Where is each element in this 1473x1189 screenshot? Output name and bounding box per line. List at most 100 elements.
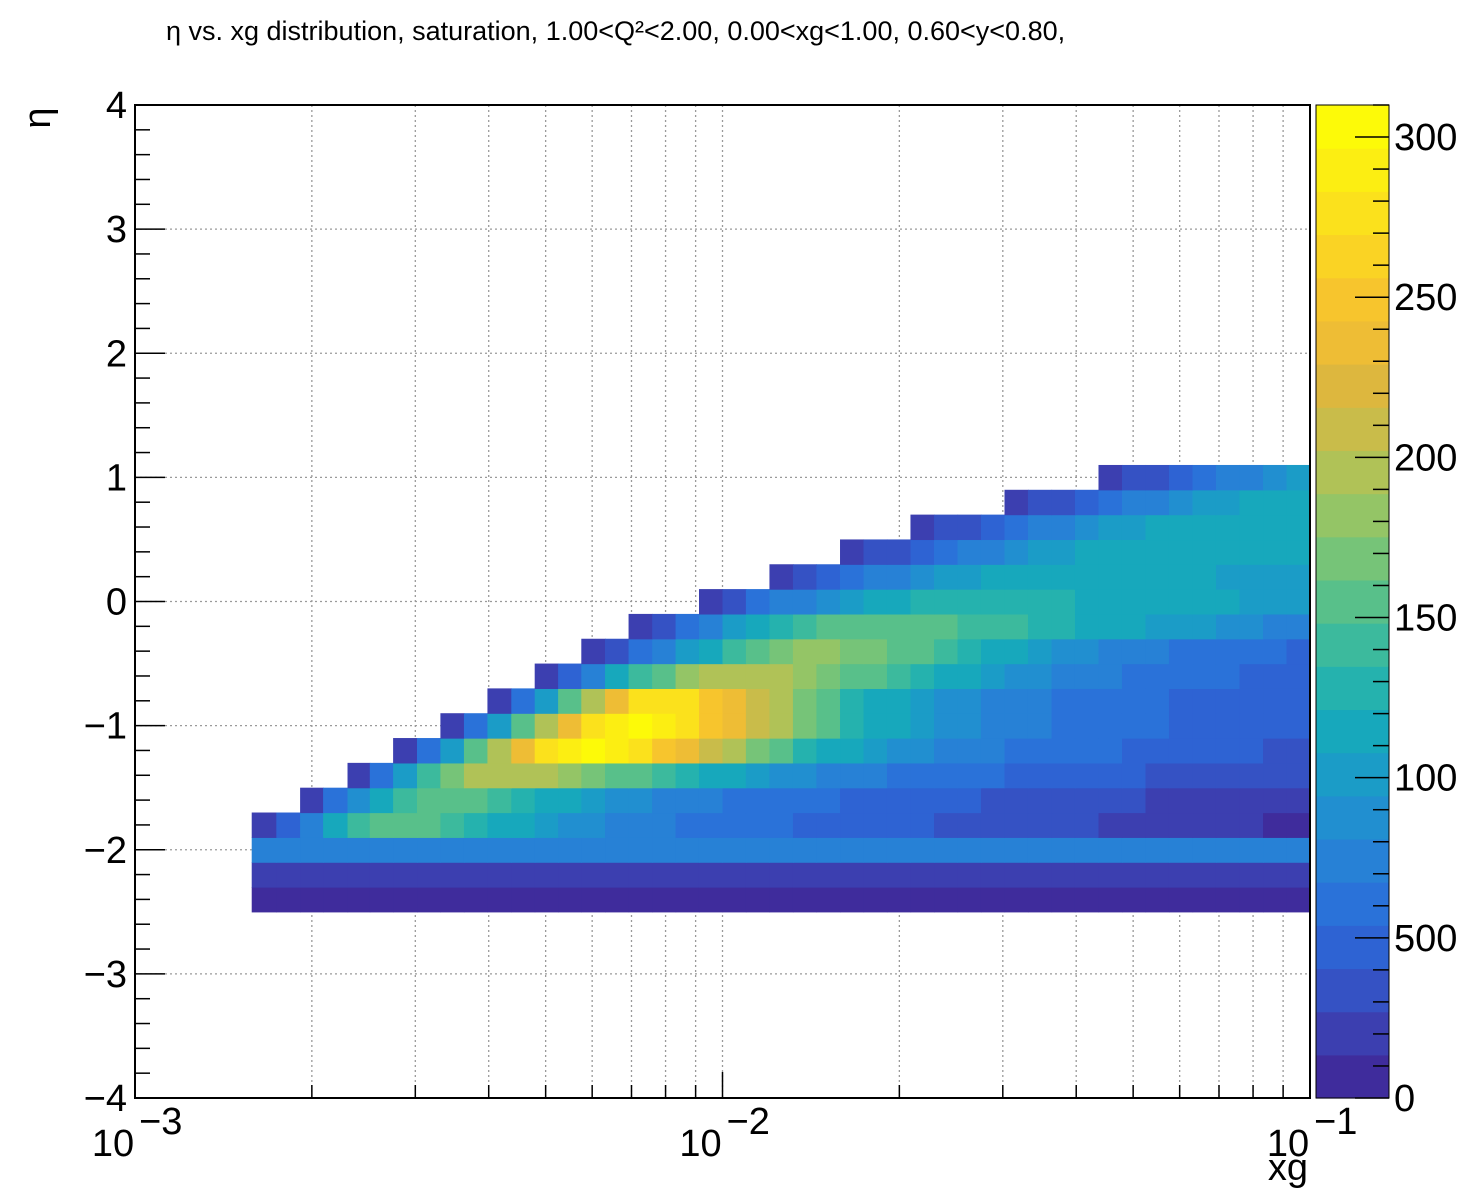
heatmap-cell bbox=[1098, 663, 1123, 689]
heatmap-cell bbox=[581, 738, 606, 764]
heatmap-cell bbox=[1263, 464, 1288, 491]
heatmap-cell bbox=[1051, 589, 1076, 615]
heatmap-cell bbox=[745, 762, 771, 789]
heatmap-cell bbox=[1215, 539, 1241, 565]
colorbar-segment bbox=[1316, 666, 1389, 711]
heatmap-cell bbox=[440, 787, 465, 814]
heatmap-cell bbox=[511, 762, 536, 789]
heatmap-cell bbox=[1192, 514, 1217, 541]
heatmap-cell bbox=[1145, 464, 1170, 491]
heatmap-cell bbox=[1168, 663, 1194, 689]
heatmap-cell bbox=[675, 663, 700, 689]
heatmap-cell bbox=[1027, 886, 1053, 913]
heatmap-cell bbox=[1168, 464, 1194, 491]
heatmap-cell bbox=[369, 762, 394, 789]
heatmap-cell bbox=[957, 713, 982, 739]
colorbar-segment bbox=[1316, 752, 1389, 797]
heatmap-cell bbox=[722, 589, 747, 615]
heatmap-cell bbox=[1263, 638, 1288, 665]
heatmap-cell bbox=[675, 837, 700, 863]
heatmap-cell bbox=[934, 886, 959, 913]
heatmap-cell bbox=[816, 812, 841, 838]
heatmap-cell bbox=[652, 787, 677, 814]
heatmap-cell bbox=[251, 886, 277, 913]
heatmap-cell bbox=[1051, 812, 1076, 838]
heatmap-cell bbox=[1192, 564, 1217, 590]
heatmap-cell bbox=[675, 688, 700, 714]
heatmap-cell bbox=[675, 886, 700, 913]
heatmap-cell bbox=[1074, 738, 1100, 764]
heatmap-cell bbox=[1263, 837, 1288, 863]
heatmap-cell bbox=[1004, 762, 1029, 789]
heatmap-cell bbox=[1004, 564, 1029, 590]
heatmap-cell bbox=[863, 762, 888, 789]
heatmap-cell bbox=[1098, 613, 1123, 640]
heatmap-cell bbox=[1239, 564, 1264, 590]
heatmap-cell bbox=[511, 688, 536, 714]
heatmap-cell bbox=[1192, 738, 1217, 764]
heatmap-cell bbox=[1239, 762, 1264, 789]
heatmap-cell bbox=[722, 738, 747, 764]
heatmap-cell bbox=[1168, 638, 1194, 665]
axis-ticks bbox=[134, 104, 1311, 1099]
heatmap-cell bbox=[840, 638, 865, 665]
y-tick-label: −3 bbox=[84, 954, 127, 996]
heatmap-cell bbox=[980, 837, 1006, 863]
heatmap-cell bbox=[487, 713, 512, 739]
heatmap-cell bbox=[1121, 638, 1147, 665]
heatmap-cell bbox=[1098, 564, 1123, 590]
heatmap-cell bbox=[722, 862, 747, 888]
heatmap-cell bbox=[745, 886, 771, 913]
y-tick-label: −1 bbox=[84, 706, 127, 748]
heatmap-cell bbox=[1098, 862, 1123, 888]
heatmap-cell bbox=[980, 762, 1006, 789]
colorbar-segment bbox=[1316, 148, 1389, 192]
heatmap-cell bbox=[581, 713, 606, 739]
heatmap-cell bbox=[769, 787, 794, 814]
heatmap-cell bbox=[1286, 489, 1311, 516]
heatmap-cell bbox=[440, 762, 465, 789]
heatmap-cell bbox=[1263, 663, 1288, 689]
heatmap-cell bbox=[980, 564, 1006, 590]
heatmap-cell bbox=[698, 738, 724, 764]
heatmap-cell bbox=[840, 738, 865, 764]
heatmap-cell bbox=[816, 663, 841, 689]
heatmap-cell bbox=[1027, 613, 1053, 640]
heatmap-cell bbox=[1239, 663, 1264, 689]
heatmap-cell bbox=[1168, 837, 1194, 863]
heatmap-cell bbox=[1074, 663, 1100, 689]
heatmap-cell bbox=[863, 589, 888, 615]
heatmap-cell bbox=[558, 812, 582, 838]
heatmap-cell bbox=[886, 713, 912, 739]
heatmap-cell bbox=[1098, 688, 1123, 714]
heatmap-cell bbox=[1074, 787, 1100, 814]
heatmap-cell bbox=[1098, 762, 1123, 789]
heatmap-cell bbox=[1286, 787, 1311, 814]
heatmap-cell bbox=[1145, 638, 1170, 665]
heatmap-cell bbox=[816, 688, 841, 714]
heatmap-cell bbox=[1286, 613, 1311, 640]
x-tick-label: 10 bbox=[1267, 1123, 1309, 1165]
heatmap-cell bbox=[910, 862, 935, 888]
heatmap-cell bbox=[652, 713, 677, 739]
heatmap-cell bbox=[957, 564, 982, 590]
heatmap-cell bbox=[769, 812, 794, 838]
heatmap-cell bbox=[1121, 613, 1147, 640]
heatmap-cell bbox=[487, 812, 512, 838]
heatmap-cell bbox=[1074, 489, 1100, 516]
heatmap-cell bbox=[980, 613, 1006, 640]
heatmap-cell bbox=[1168, 514, 1194, 541]
heatmap-cell bbox=[886, 638, 912, 665]
heatmap-cell bbox=[511, 837, 536, 863]
colorbar-segment bbox=[1316, 191, 1389, 236]
heatmap-cell bbox=[511, 738, 536, 764]
heatmap-cell bbox=[251, 837, 277, 863]
heatmap-cell bbox=[581, 837, 606, 863]
heatmap-cell bbox=[910, 738, 935, 764]
heatmap-cell bbox=[1098, 837, 1123, 863]
heatmap-cell bbox=[369, 837, 394, 863]
heatmap-cell bbox=[323, 886, 349, 913]
heatmap-cell bbox=[605, 663, 630, 689]
heatmap-cell bbox=[792, 738, 818, 764]
heatmap-cell bbox=[1074, 688, 1100, 714]
